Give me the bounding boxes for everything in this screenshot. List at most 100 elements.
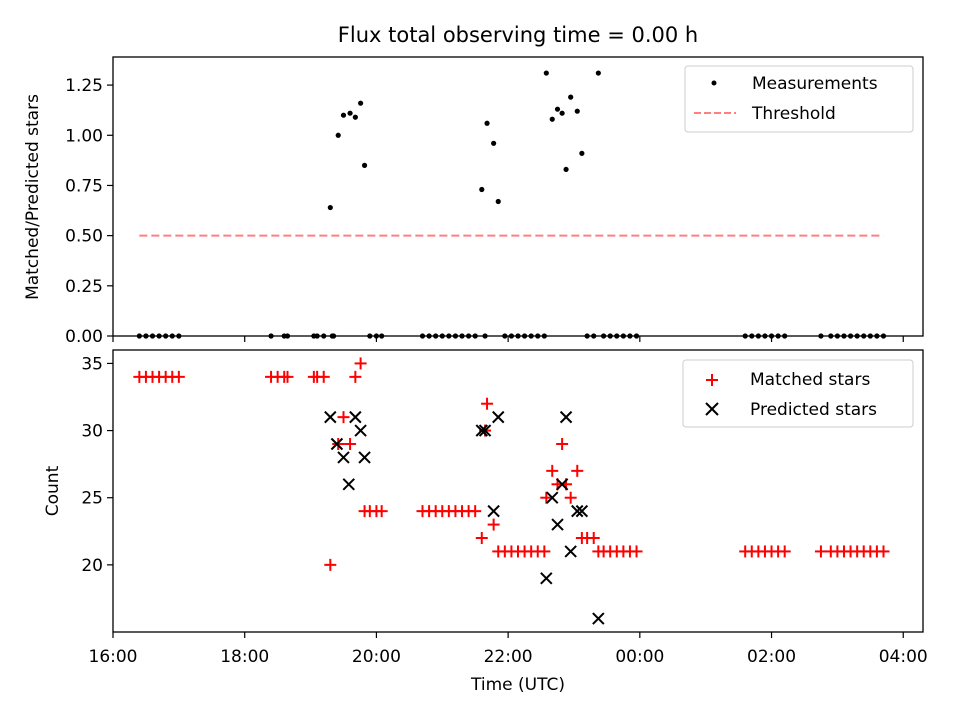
- bottom-plot-frame: [112, 349, 924, 633]
- measurement-point: [484, 120, 490, 126]
- top-plot-frame: [112, 56, 924, 337]
- top-plot-panel: 0.00 0.25 0.50 0.75 1.00 1.25 Matched/Predict…: [23, 56, 924, 347]
- measurement-point: [340, 112, 347, 118]
- measurement-point: [579, 150, 585, 156]
- measurement-point: [361, 162, 368, 168]
- matched-star-point: [540, 491, 553, 504]
- top-y-tick-label: 0.75: [65, 176, 103, 196]
- predicted-star-point: [575, 504, 589, 518]
- legend-measurements-label: Measurements: [752, 74, 878, 94]
- measurement-point: [563, 166, 569, 173]
- predicted-star-point: [349, 410, 362, 424]
- predicted-star-point: [330, 437, 344, 451]
- predicted-star-point: [487, 504, 500, 518]
- bottom-y-tick-label: 30: [81, 422, 103, 442]
- matched-star-point: [172, 370, 185, 383]
- top-y-tick-label: 0.00: [65, 327, 103, 347]
- measurement-point: [549, 116, 555, 122]
- measurement-point: [559, 110, 565, 116]
- measurement-point: [335, 132, 341, 138]
- matched-star-point: [354, 357, 367, 370]
- matched-star-point: [778, 545, 791, 558]
- bottom-data-layer: [133, 357, 890, 625]
- bottom-y-axis-label: Count: [43, 465, 63, 516]
- chart-title: Flux total observing time = 0.00 h: [338, 23, 698, 47]
- x-tick-label: 22:00: [484, 647, 533, 667]
- x-tick-label: 02:00: [747, 647, 796, 667]
- matched-star-point: [281, 370, 294, 383]
- measurement-point: [479, 186, 485, 193]
- matched-star-point: [556, 438, 569, 450]
- measurement-point: [495, 198, 501, 205]
- matched-star-point: [587, 532, 600, 544]
- predicted-star-point: [475, 424, 488, 437]
- measurement-point: [568, 94, 574, 100]
- matched-star-point: [538, 545, 551, 558]
- bottom-legend: Matched stars Predicted stars: [682, 359, 914, 428]
- measurement-point: [595, 70, 601, 76]
- legend-matched-label: Matched stars: [750, 370, 870, 390]
- matched-star-point: [571, 464, 584, 477]
- predicted-star-point: [492, 410, 505, 424]
- x-tick-label: 04:00: [879, 647, 928, 667]
- predicted-star-point: [546, 491, 559, 504]
- predicted-star-point: [324, 410, 337, 424]
- top-y-tick-label: 0.50: [65, 227, 103, 247]
- x-tick-label: 16:00: [89, 647, 138, 667]
- x-tick-label: 20:00: [352, 647, 401, 667]
- legend-predicted-marker: [705, 402, 719, 416]
- predicted-star-point: [354, 424, 367, 437]
- matched-star-point: [337, 411, 350, 424]
- bottom-y-tick-label: 25: [81, 489, 103, 509]
- legend-threshold-label: Threshold: [751, 104, 836, 124]
- matched-star-point: [481, 397, 494, 410]
- matched-star-point: [630, 545, 643, 558]
- top-x-axis-ticks: [112, 336, 904, 342]
- legend-measurements-marker: [711, 80, 717, 86]
- matched-star-point: [317, 370, 330, 383]
- top-legend-box: [684, 65, 914, 133]
- measurement-point: [347, 110, 353, 116]
- bottom-plot-panel: 20 25 30 35 16:00 18:00 20:00 22:00 00:00 02:00 0…: [43, 349, 928, 695]
- bottom-y-tick-label: 20: [81, 556, 103, 576]
- top-y-axis-label: Matched/Predicted stars: [23, 94, 43, 300]
- measurement-point: [554, 106, 561, 112]
- predicted-star-point: [478, 424, 492, 437]
- matched-star-point: [877, 545, 890, 558]
- bottom-x-axis: 16:00 18:00 20:00 22:00 00:00 02:00 04:00: [89, 632, 928, 667]
- legend-matched-marker: [706, 374, 718, 386]
- measurement-point: [352, 114, 358, 120]
- matched-star-point: [324, 558, 337, 571]
- predicted-star-point: [337, 451, 350, 464]
- matched-star-point: [475, 532, 488, 544]
- predicted-star-point: [559, 410, 573, 424]
- predicted-star-point: [358, 451, 371, 464]
- x-tick-label: 18:00: [220, 647, 269, 667]
- top-y-tick-label: 0.25: [65, 277, 103, 297]
- bottom-y-axis: 20 25 30 35: [81, 354, 113, 576]
- predicted-star-point: [342, 478, 355, 491]
- top-legend: Measurements Threshold: [684, 65, 914, 133]
- matched-star-point: [375, 505, 388, 518]
- measurement-point: [543, 70, 549, 76]
- matched-star-point: [349, 370, 362, 383]
- measurement-point: [491, 140, 497, 146]
- x-axis-label: Time (UTC): [470, 675, 565, 695]
- legend-predicted-label: Predicted stars: [750, 400, 877, 420]
- matched-star-point: [546, 464, 559, 477]
- predicted-star-point: [592, 612, 605, 625]
- top-y-tick-label: 1.25: [65, 76, 103, 96]
- bottom-legend-box: [682, 359, 914, 428]
- matched-star-point: [564, 491, 577, 504]
- predicted-star-point: [555, 478, 569, 491]
- predicted-star-point: [571, 504, 584, 518]
- predicted-star-point: [551, 518, 564, 531]
- measurement-point: [574, 108, 580, 114]
- x-tick-label: 00:00: [615, 647, 664, 667]
- matched-star-point: [469, 505, 482, 518]
- matched-star-point: [344, 438, 357, 450]
- top-y-axis: 0.00 0.25 0.50 0.75 1.00 1.25: [65, 76, 113, 347]
- measurement-point: [327, 204, 333, 211]
- predicted-star-point: [540, 572, 553, 585]
